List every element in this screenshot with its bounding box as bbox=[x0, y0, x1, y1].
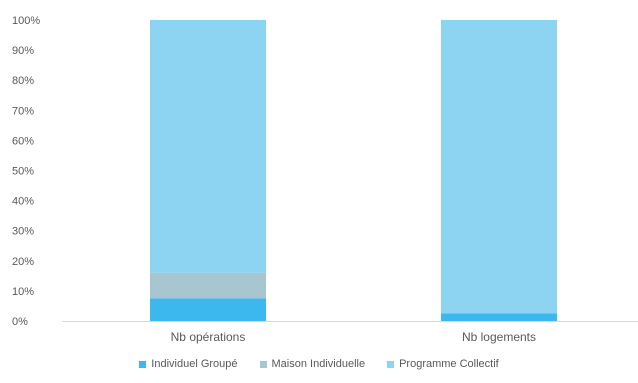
legend-label: Individuel Groupé bbox=[151, 358, 238, 370]
y-tick-label: 50% bbox=[12, 166, 34, 178]
y-tick-label: 60% bbox=[12, 135, 34, 147]
legend-swatch bbox=[139, 360, 147, 368]
legend-label: Maison Individuelle bbox=[271, 358, 366, 370]
legend-swatch bbox=[387, 360, 395, 368]
y-tick-label: 30% bbox=[12, 226, 34, 238]
bars bbox=[150, 20, 557, 321]
legend-item: Programme Collectif bbox=[387, 358, 499, 370]
y-tick-label: 80% bbox=[12, 75, 34, 87]
chart-legend: Individuel Groupé Maison Individuelle Prog… bbox=[0, 358, 638, 370]
x-tick-label: Nb opérations bbox=[171, 330, 246, 344]
y-tick-label: 40% bbox=[12, 196, 34, 208]
bar-segment-programme-collectif bbox=[150, 20, 266, 273]
legend-swatch bbox=[259, 360, 267, 368]
bar-segment-maison-individuelle bbox=[150, 272, 266, 299]
legend-item: Maison Individuelle bbox=[259, 358, 366, 370]
y-tick-label: 70% bbox=[12, 105, 34, 117]
y-tick-label: 100% bbox=[12, 15, 40, 27]
bar-segment-programme-collectif bbox=[441, 20, 557, 314]
legend-label: Programme Collectif bbox=[399, 358, 499, 370]
x-axis: Nb opérations Nb logements bbox=[171, 330, 536, 344]
legend-item: Individuel Groupé bbox=[139, 358, 238, 370]
bar-segment-individuel-group- bbox=[441, 313, 557, 321]
y-axis: 0% 10% 20% 30% 40% 50% 60% 70% 80% 90% 100% bbox=[12, 15, 40, 328]
x-tick-label: Nb logements bbox=[462, 330, 536, 344]
y-tick-label: 0% bbox=[12, 316, 28, 328]
y-tick-label: 90% bbox=[12, 45, 34, 57]
bar-segment-individuel-group- bbox=[150, 298, 266, 321]
y-tick-label: 10% bbox=[12, 286, 34, 298]
y-tick-label: 20% bbox=[12, 256, 34, 268]
